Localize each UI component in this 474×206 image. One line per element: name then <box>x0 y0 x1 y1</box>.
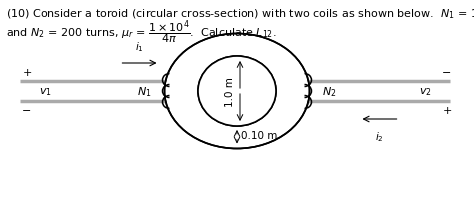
Ellipse shape <box>198 57 276 126</box>
Text: −: − <box>442 68 452 78</box>
Text: +: + <box>442 105 452 115</box>
Text: and $N_2$ = 200 turns, $\mu_r$ = $\dfrac{1\times10^4}{4\pi}$.  Calculate $L_{12}: and $N_2$ = 200 turns, $\mu_r$ = $\dfrac… <box>6 19 277 47</box>
Text: (10) Consider a toroid (circular cross-section) with two coils as shown below.  : (10) Consider a toroid (circular cross-s… <box>6 7 474 21</box>
Text: $v_2$: $v_2$ <box>419 86 431 97</box>
Text: −: − <box>22 105 32 115</box>
Text: $N_2$: $N_2$ <box>322 85 337 98</box>
Text: 0.10 m: 0.10 m <box>241 130 277 140</box>
Text: $i_2$: $i_2$ <box>375 129 384 143</box>
Text: $N_1$: $N_1$ <box>137 85 152 98</box>
Text: $i_1$: $i_1$ <box>135 40 144 54</box>
Text: $v_1$: $v_1$ <box>38 86 51 97</box>
Text: +: + <box>22 68 32 78</box>
Text: 1.0 m: 1.0 m <box>225 77 235 107</box>
Ellipse shape <box>164 34 310 149</box>
Ellipse shape <box>198 57 276 126</box>
